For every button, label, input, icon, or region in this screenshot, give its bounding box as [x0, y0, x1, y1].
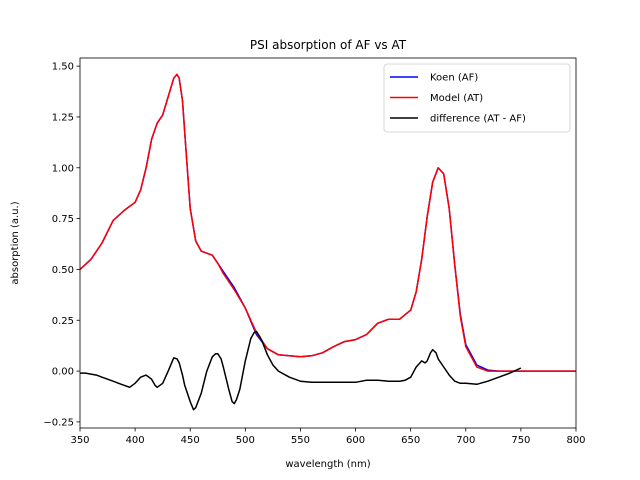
legend-label: Model (AT) [430, 93, 483, 104]
plot-frame [79, 57, 577, 429]
legend-label: Koen (AF) [430, 73, 478, 84]
x-tick-label: 400 [126, 435, 145, 446]
y-tick-label: 1.25 [52, 112, 74, 123]
y-tick-label: 0.50 [52, 265, 74, 276]
chart-title: PSI absorption of AF vs AT [250, 38, 407, 52]
y-tick-label: 1.50 [52, 62, 74, 73]
x-tick-label: 550 [291, 435, 310, 446]
legend: Koen (AF) Model (AT) difference (AT - AF) [383, 63, 571, 133]
x-tick-label: 600 [346, 435, 365, 446]
x-tick-label: 450 [181, 435, 200, 446]
y-axis-label: absorption (a.u.) [10, 201, 21, 284]
x-tick-label: 650 [401, 435, 420, 446]
legend-box [383, 63, 571, 133]
x-tick-label: 350 [70, 435, 89, 446]
y-axis: −0.25 0.00 0.25 0.50 0.75 1.00 1.25 1.50 [43, 62, 80, 428]
y-tick-label: −0.25 [43, 417, 74, 428]
y-tick-label: 0.25 [52, 316, 74, 327]
x-axis-label: wavelength (nm) [285, 459, 370, 470]
x-tick-label: 700 [456, 435, 475, 446]
y-tick-label: 0.00 [52, 367, 74, 378]
series-line-1 [79, 73, 576, 372]
x-tick-label: 750 [511, 435, 530, 446]
x-tick-label: 800 [566, 435, 585, 446]
y-tick-label: 1.00 [52, 163, 74, 174]
x-tick-label: 500 [236, 435, 255, 446]
legend-label: difference (AT - AF) [430, 114, 526, 125]
series-line-2 [80, 330, 522, 411]
y-tick-label: 0.75 [52, 214, 74, 225]
x-axis: 350 400 450 500 550 600 650 700 750 800 [70, 428, 586, 446]
plot-area [79, 73, 576, 411]
